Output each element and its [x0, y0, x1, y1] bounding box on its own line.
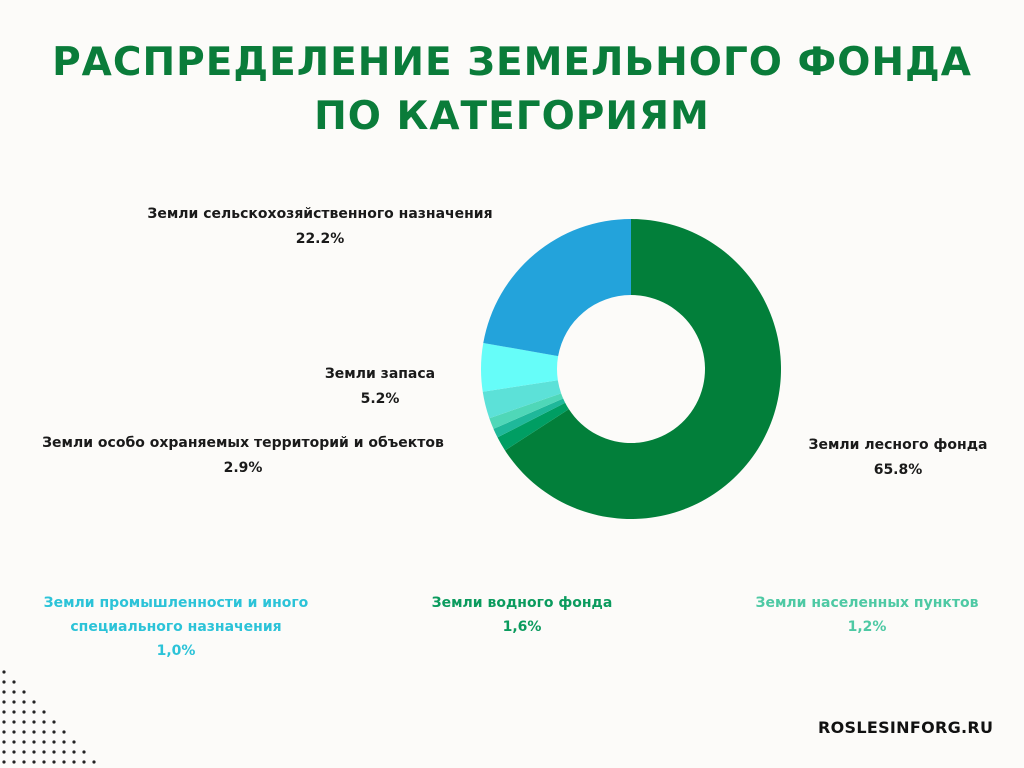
decor-dot	[2, 760, 6, 764]
donut-slice-2	[497, 402, 569, 451]
decor-dot	[72, 740, 76, 744]
decor-dot	[42, 740, 46, 744]
decor-dot	[12, 730, 16, 734]
decor-dot	[12, 750, 16, 754]
decor-dot	[52, 720, 56, 724]
decor-dot	[42, 750, 46, 754]
title-line-1: РАСПРЕДЕЛЕНИЕ ЗЕМЕЛЬНОГО ФОНДА	[52, 40, 972, 85]
donut-slice-4	[489, 393, 564, 429]
label-reserve-value: 5.2%	[360, 391, 400, 407]
label-industry-value: 1,0%	[156, 643, 196, 659]
decor-dot	[62, 760, 66, 764]
decor-dot	[12, 710, 16, 714]
label-forest: Земли лесного фонда 65.8%	[785, 433, 1011, 483]
decor-dot	[72, 750, 76, 754]
label-water: Земли водного фонда 1,6%	[412, 591, 632, 639]
decor-dot	[12, 690, 16, 694]
decor-dot	[22, 690, 26, 694]
decor-dot	[2, 690, 6, 694]
label-reserve-name: Земли запаса	[324, 366, 436, 382]
decor-dot	[32, 710, 36, 714]
label-water-value: 1,6%	[502, 619, 542, 635]
label-protected-value: 2.9%	[223, 460, 263, 476]
page-title: РАСПРЕДЕЛЕНИЕ ЗЕМЕЛЬНОГО ФОНДА ПО КАТЕГО…	[0, 36, 1024, 144]
decor-dot	[82, 760, 86, 764]
decor-dot	[52, 730, 56, 734]
decor-dot	[2, 720, 6, 724]
decor-dot	[22, 720, 26, 724]
label-settlements-name: Земли населенных пунктов	[755, 595, 979, 611]
dot-pattern-decoration	[2, 670, 96, 764]
label-forest-name: Земли лесного фонда	[808, 437, 988, 453]
label-agri: Земли сельскохозяйственного назначения 2…	[100, 202, 540, 252]
decor-dot	[12, 720, 16, 724]
decor-dot	[22, 760, 26, 764]
title-line-2: ПО КАТЕГОРИЯМ	[314, 94, 710, 139]
label-industry-line1: Земли промышленности и иного	[43, 595, 309, 611]
decor-dot	[32, 760, 36, 764]
decor-dot	[22, 730, 26, 734]
decor-dot	[2, 670, 6, 674]
decor-dot	[12, 760, 16, 764]
label-settlements-value: 1,2%	[847, 619, 887, 635]
decor-dot	[92, 760, 96, 764]
label-agri-name: Земли сельскохозяйственного назначения	[147, 206, 493, 222]
donut-slice-3	[493, 398, 566, 438]
decor-dot	[42, 760, 46, 764]
label-protected: Земли особо охраняемых территорий и объе…	[10, 431, 476, 481]
decor-dot	[62, 730, 66, 734]
decor-dot	[22, 750, 26, 754]
decor-dot	[12, 740, 16, 744]
donut-slice-6	[481, 342, 559, 392]
decor-dot	[52, 740, 56, 744]
decor-dot	[22, 740, 26, 744]
decor-dot	[12, 680, 16, 684]
decor-dot	[32, 730, 36, 734]
label-settlements: Земли населенных пунктов 1,2%	[730, 591, 1004, 639]
label-agri-value: 22.2%	[295, 231, 345, 247]
decor-dot	[32, 720, 36, 724]
decor-dot	[32, 740, 36, 744]
decor-dot	[32, 750, 36, 754]
label-forest-value: 65.8%	[873, 462, 923, 478]
label-reserve: Земли запаса 5.2%	[290, 362, 470, 412]
label-industry-line2: специального назначения	[70, 619, 282, 635]
decor-dot	[32, 700, 36, 704]
decor-dot	[2, 710, 6, 714]
decor-dot	[22, 700, 26, 704]
decor-dot	[42, 720, 46, 724]
donut-slice-5	[482, 380, 562, 419]
decor-dot	[22, 710, 26, 714]
decor-dot	[82, 750, 86, 754]
decor-dot	[42, 730, 46, 734]
decor-dot	[2, 680, 6, 684]
decor-dot	[2, 740, 6, 744]
decor-dot	[72, 760, 76, 764]
label-industry: Земли промышленности и иного специальног…	[18, 591, 334, 663]
donut-slice-1	[505, 219, 782, 519]
decor-dot	[62, 750, 66, 754]
decor-dot	[2, 730, 6, 734]
label-protected-name: Земли особо охраняемых территорий и объе…	[42, 435, 444, 451]
decor-dot	[52, 750, 56, 754]
site-url: ROSLESINFORG.RU	[818, 718, 994, 737]
decor-dot	[2, 750, 6, 754]
decor-dot	[12, 700, 16, 704]
donut-slice-7	[483, 219, 631, 357]
decor-dot	[52, 760, 56, 764]
decor-dot	[2, 700, 6, 704]
label-water-name: Земли водного фонда	[431, 595, 613, 611]
decor-dot	[42, 710, 46, 714]
decor-dot	[62, 740, 66, 744]
